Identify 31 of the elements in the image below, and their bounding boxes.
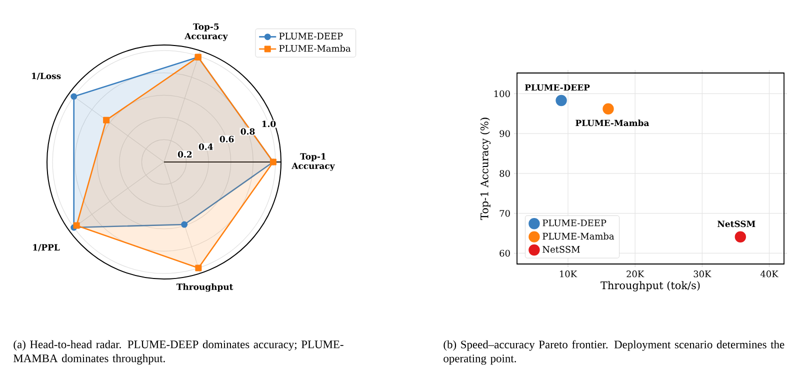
y-tick-label: 0.6 (220, 136, 234, 142)
x-tick-label: 10K (560, 270, 578, 278)
y-tick-label: 0.4 (198, 144, 213, 150)
text: (b) Speed–accuracy Pareto frontier. Deployment scenario determines the operating point. (444, 340, 784, 365)
y-tick-label: 0.8 (240, 128, 255, 135)
spoke-label: Top-1 Accuracy (292, 153, 335, 171)
y-tick-label: 1.0 (262, 120, 276, 128)
y-tick-label: 0.2 (178, 151, 192, 158)
legend-label: PLUME-Mamba (279, 44, 351, 52)
y-axis-title: Top-1 Accuracy (%) (480, 118, 491, 220)
x-axis-title: Throughput (tok/s) (600, 281, 700, 292)
spoke-label: Top-5 Accuracy (184, 23, 228, 42)
spoke-label: Throughput (176, 283, 234, 292)
annotation: NetSSM (718, 220, 756, 228)
x-tick-label: 20K (626, 270, 644, 278)
x-tick-label: 30K (694, 270, 712, 278)
y-tick-label: 100 (494, 90, 510, 98)
legend-label: NetSSM (542, 246, 580, 253)
y-tick-label: 70 (500, 210, 510, 217)
spoke-label: 1/Loss (32, 72, 61, 80)
annotation: PLUME-Mamba (576, 120, 650, 126)
y-tick-label: 90 (500, 130, 510, 137)
spoke-label: 1/PPL (33, 244, 60, 252)
y-tick-label: 60 (500, 250, 510, 257)
annotation: PLUME-DEEP (524, 84, 590, 91)
text: (a) Head-to-head radar. PLUME-DEEP dominates accuracy; PLUME-MAMBA dominates throughput. (14, 340, 344, 365)
legend-label: PLUME-DEEP (542, 220, 606, 226)
legend-label: PLUME-Mamba (542, 232, 614, 240)
y-tick-label: 80 (500, 170, 510, 177)
legend-label: PLUME-DEEP (279, 32, 343, 40)
x-tick-label: 40K (760, 270, 778, 278)
